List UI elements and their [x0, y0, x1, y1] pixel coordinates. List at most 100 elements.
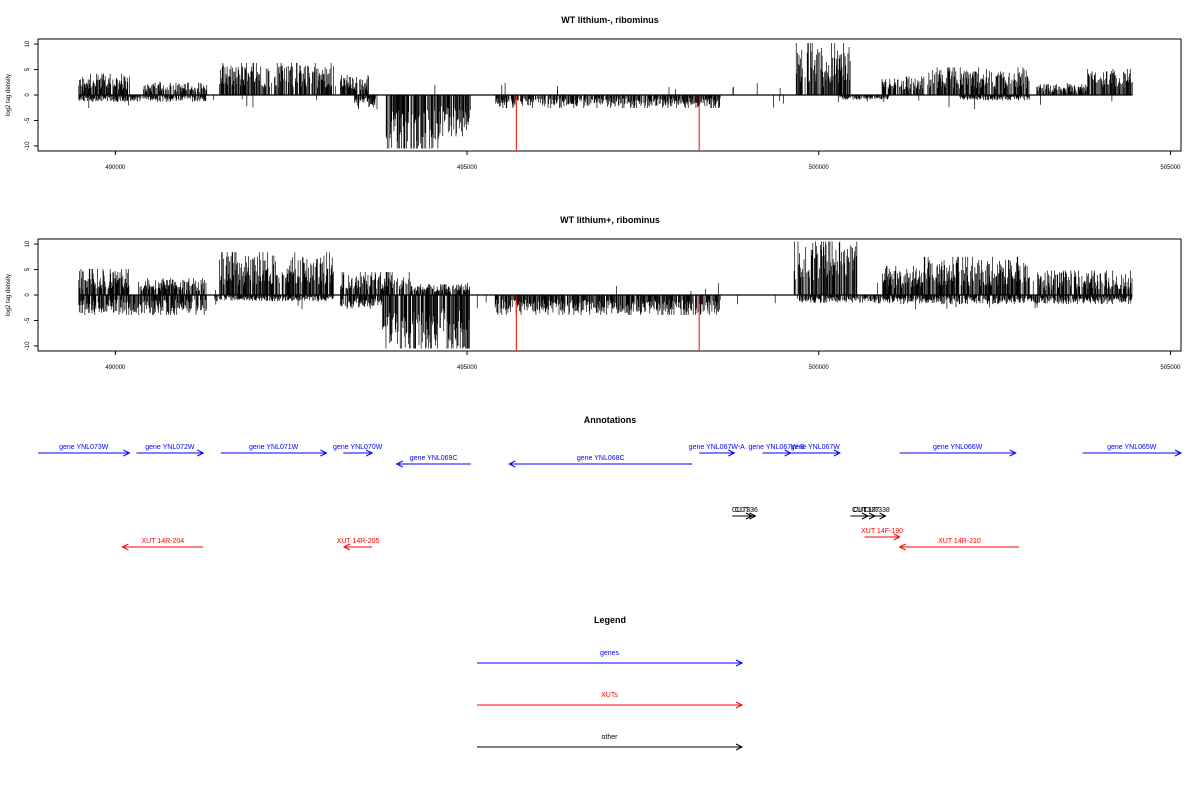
feature-label: gene YNL069C — [410, 455, 458, 462]
feature-label: CUT — [735, 507, 750, 514]
y-tick-label: -5 — [25, 317, 31, 323]
x-tick-label: 490000 — [105, 365, 126, 371]
feature-arrow — [342, 543, 373, 551]
arrow-head — [197, 449, 205, 457]
axes-lithium-plus: 10 5 0 -5 -10 490000 495000 500000 505000 — [25, 240, 1181, 371]
legend-entry-other: other — [477, 734, 744, 751]
feature-label: XUT 14R-205 — [337, 538, 380, 545]
legend-label: other — [602, 734, 619, 741]
track-title-lithium-minus: WT lithium-, ribominus — [561, 15, 659, 25]
feature-other: CUT338 — [864, 507, 890, 520]
feature-arrow — [734, 512, 757, 520]
arrow-head — [735, 701, 744, 709]
track-panel-lithium-plus: WT lithium+, ribominus log2 tag density … — [6, 215, 1182, 371]
arrow-head — [735, 743, 744, 751]
feature-label: gene YNL073W — [59, 444, 109, 451]
feature-gene: gene YNL070W — [333, 444, 383, 457]
arrow-head — [342, 543, 351, 551]
feature-label: gene YNL067W-A — [689, 444, 745, 451]
y-tick-label: -10 — [25, 141, 31, 150]
arrow-head — [749, 512, 757, 520]
legend-label: genes — [600, 650, 620, 657]
x-tick-label: 495000 — [457, 365, 478, 371]
track-panel-lithium-minus: WT lithium-, ribominus log2 tag density … — [6, 15, 1182, 171]
arrow-head — [365, 449, 374, 457]
arrow-head — [735, 659, 744, 667]
feature-arrow — [699, 449, 736, 457]
feature-gene: gene YNL069C — [395, 455, 471, 468]
feature-xut: XUT 14R-205 — [337, 538, 380, 551]
x-tick-label: 505000 — [1160, 165, 1181, 171]
feature-gene: gene YNL073W — [38, 444, 131, 457]
feature-label: gene YNL067W — [791, 444, 841, 451]
y-tick-label: 5 — [25, 67, 31, 71]
y-tick-label: -10 — [25, 341, 31, 350]
arrow-head — [833, 449, 841, 457]
arrow-head — [123, 449, 131, 457]
legend: Legend genes XUTs other — [477, 615, 744, 751]
feature-label: gene YNL072W — [145, 444, 195, 451]
feature-label: XUT 14R-210 — [938, 538, 981, 545]
feature-arrow — [220, 449, 328, 457]
feature-label: gene YNL067W-B — [748, 444, 804, 451]
feature-xut: XUT 14R-210 — [898, 538, 1020, 551]
x-tick-label: 490000 — [105, 165, 126, 171]
arrow-head — [395, 460, 403, 468]
feature-gene: gene YNL067W-A — [689, 444, 745, 457]
signal-bars-lithium-minus — [78, 43, 1133, 151]
legend-entries: genes XUTs other — [477, 650, 744, 751]
feature-list: gene YNL073W gene YNL072W gene YNL071W gene… — [38, 444, 1183, 551]
legend-arrow — [477, 743, 744, 751]
feature-arrow — [899, 449, 1017, 457]
feature-arrow — [38, 449, 131, 457]
feature-arrow — [898, 543, 1020, 551]
y-axis-label-lithium-plus: log2 tag density — [6, 274, 12, 316]
feature-gene: gene YNL068C — [508, 455, 693, 468]
feature-label: CUT338 — [864, 507, 890, 514]
legend-arrow — [477, 701, 744, 709]
legend-title: Legend — [594, 615, 626, 625]
x-tick-label: 500000 — [809, 165, 830, 171]
arrow-head — [728, 449, 736, 457]
feature-arrow — [790, 449, 841, 457]
feature-label: XUT 14F-190 — [861, 528, 903, 535]
legend-arrow — [477, 659, 744, 667]
y-tick-label: 10 — [25, 40, 31, 47]
feature-arrow — [1082, 449, 1183, 457]
x-tick-label: 505000 — [1160, 365, 1181, 371]
feature-label: gene YNL065W — [1107, 444, 1157, 451]
arrow-head — [121, 543, 129, 551]
feature-other: CUT336 — [732, 507, 758, 520]
feature-gene: gene YNL066W — [899, 444, 1017, 457]
feature-gene: gene YNL071W — [220, 444, 328, 457]
legend-entry-xut: XUTs — [477, 692, 744, 709]
feature-label: gene YNL066W — [933, 444, 983, 451]
feature-label: gene YNL068C — [577, 455, 625, 462]
arrow-head — [879, 512, 887, 520]
y-axis-label-lithium-minus: log2 tag density — [6, 74, 12, 116]
legend-label: XUTs — [601, 692, 618, 699]
arrow-head — [898, 543, 906, 551]
arrow-head — [893, 533, 901, 541]
y-tick-label: 0 — [25, 293, 31, 297]
feature-label: gene YNL070W — [333, 444, 383, 451]
feature-arrow — [508, 460, 693, 468]
arrow-head — [508, 460, 516, 468]
feature-arrow — [121, 543, 204, 551]
x-tick-label: 495000 — [457, 165, 478, 171]
feature-arrow — [136, 449, 205, 457]
x-tick-label: 500000 — [809, 365, 830, 371]
feature-xut: XUT 14F-190 — [861, 528, 903, 541]
feature-gene: gene YNL072W — [136, 444, 205, 457]
y-tick-label: 0 — [25, 93, 31, 97]
feature-arrow — [343, 449, 374, 457]
legend-entry-gene: genes — [477, 650, 744, 667]
feature-label: CUT — [852, 507, 867, 514]
arrow-head — [1174, 449, 1183, 457]
feature-arrow — [395, 460, 471, 468]
axes-lithium-minus: 10 5 0 -5 -10 490000 495000 500000 505000 — [25, 40, 1181, 171]
arrow-head — [320, 449, 328, 457]
feature-label: CUT337 — [853, 507, 879, 514]
track-title-lithium-plus: WT lithium+, ribominus — [560, 215, 660, 225]
